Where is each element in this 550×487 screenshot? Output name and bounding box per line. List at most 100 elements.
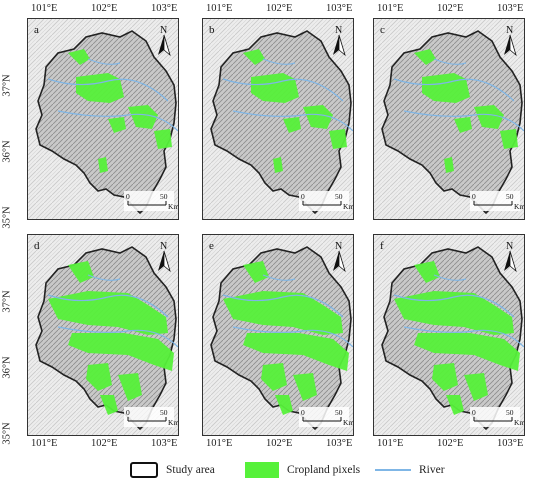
legend-label-cropland: Cropland pixels: [287, 464, 361, 476]
river-line: [47, 78, 169, 102]
cropland-patch: [68, 333, 174, 371]
scale-zero-label: 0: [301, 192, 305, 201]
north-label: N: [160, 241, 167, 252]
scale-bar: [302, 417, 342, 422]
cropland-patch: [432, 363, 458, 391]
north-arrow-icon: [333, 35, 339, 55]
river-line: [47, 294, 169, 318]
panel-letter: e: [209, 240, 214, 252]
river-line: [57, 110, 178, 132]
cropland-patch: [394, 291, 514, 335]
scale-bar: [302, 201, 342, 206]
north-label: N: [335, 25, 342, 36]
longitude-label: 102°E: [437, 438, 464, 449]
map-panel-c: c N 0 50Km: [373, 18, 525, 220]
river-line: [403, 326, 524, 348]
cropland-patch: [98, 157, 108, 173]
river-line: [393, 78, 515, 102]
longitude-label: 101°E: [377, 3, 404, 14]
cropland-patch: [118, 373, 142, 401]
scale-unit-label: Km: [168, 202, 178, 211]
river-line: [403, 110, 524, 132]
legend: Study area Cropland pixels River: [0, 450, 550, 487]
river-line: [87, 274, 121, 281]
map-canvas-a: a N 0 50Km: [28, 19, 178, 219]
river-line: [393, 294, 515, 318]
cropland-patch: [100, 395, 118, 415]
panel-letter: c: [380, 24, 385, 36]
latitude-label: 36°N: [1, 140, 13, 163]
scale-unit-label: Km: [343, 202, 353, 211]
scale-bar-background: [124, 407, 174, 427]
north-arrow-icon: [158, 251, 164, 271]
north-arrow-icon: [509, 250, 517, 273]
map-canvas-b: b N 0 50Km: [203, 19, 353, 219]
cropland-patch: [68, 261, 94, 283]
latitude-label: 37°N: [1, 74, 13, 97]
map-panel-b: b N 0 50Km: [202, 18, 354, 220]
map-canvas-d: d N 0 50Km: [28, 235, 178, 435]
north-label: N: [335, 241, 342, 252]
cropland-patch: [446, 395, 464, 415]
north-arrow-icon: [504, 35, 510, 55]
cropland-patch: [414, 261, 440, 283]
longitude-label: 103°E: [497, 3, 524, 14]
north-arrow-icon: [163, 34, 171, 57]
study-area-swatch: [130, 462, 158, 478]
latitude-label: 35°N: [1, 206, 13, 229]
panel-letter: f: [380, 240, 384, 252]
cropland-patch: [68, 49, 90, 65]
scale-bar: [127, 417, 167, 422]
river-line: [262, 58, 296, 65]
scale-bar-background: [299, 407, 349, 427]
cropland-patch: [273, 157, 283, 173]
scale-unit-label: Km: [514, 202, 524, 211]
scale-fifty-label: 50: [160, 408, 168, 417]
cropland-patch: [293, 373, 317, 401]
north-arrow-icon: [338, 250, 346, 273]
cropland-patch: [283, 117, 301, 133]
longitude-label: 101°E: [31, 3, 58, 14]
longitude-label: 102°E: [437, 3, 464, 14]
map-panel-f: f N 0 50Km: [373, 234, 525, 436]
scale-bar: [473, 201, 513, 206]
cropland-patch: [154, 129, 172, 149]
cropland-patch: [414, 49, 436, 65]
north-label: N: [506, 241, 513, 252]
north-arrow-icon: [158, 35, 164, 55]
longitude-label: 102°E: [91, 438, 118, 449]
cropland-patch: [86, 363, 112, 391]
panel-letter: b: [209, 24, 215, 36]
map-panel-d: d N 0 50Km: [27, 234, 179, 436]
longitude-label: 103°E: [326, 3, 353, 14]
cropland-patch: [474, 105, 504, 129]
legend-label-river: River: [419, 464, 445, 476]
cropland-patch: [261, 363, 287, 391]
legend-item-cropland: Cropland pixels: [245, 460, 360, 480]
longitude-label: 101°E: [206, 438, 233, 449]
longitude-label: 103°E: [151, 3, 178, 14]
map-panel-e: e N 0 50Km: [202, 234, 354, 436]
north-arrow-icon: [163, 250, 171, 273]
cropland-patch: [414, 333, 520, 371]
river-line: [87, 58, 121, 65]
scale-fifty-label: 50: [160, 192, 168, 201]
longitude-label: 101°E: [31, 438, 58, 449]
scale-bar-background: [470, 191, 520, 211]
cropland-patch: [444, 157, 454, 173]
scale-fifty-label: 50: [335, 192, 343, 201]
legend-item-study-area: Study area: [130, 460, 215, 480]
cropland-patch: [243, 333, 349, 371]
river-line: [57, 326, 178, 348]
north-label: N: [506, 25, 513, 36]
scale-bar-background: [124, 191, 174, 211]
cropland-patch: [128, 105, 158, 129]
north-arrow-icon: [504, 251, 510, 271]
longitude-label: 103°E: [326, 438, 353, 449]
cropland-patch: [275, 395, 293, 415]
scale-zero-label: 0: [472, 408, 476, 417]
scale-bar-background: [470, 407, 520, 427]
cropland-swatch: [245, 462, 279, 478]
longitude-label: 103°E: [497, 438, 524, 449]
cropland-patch: [243, 261, 269, 283]
